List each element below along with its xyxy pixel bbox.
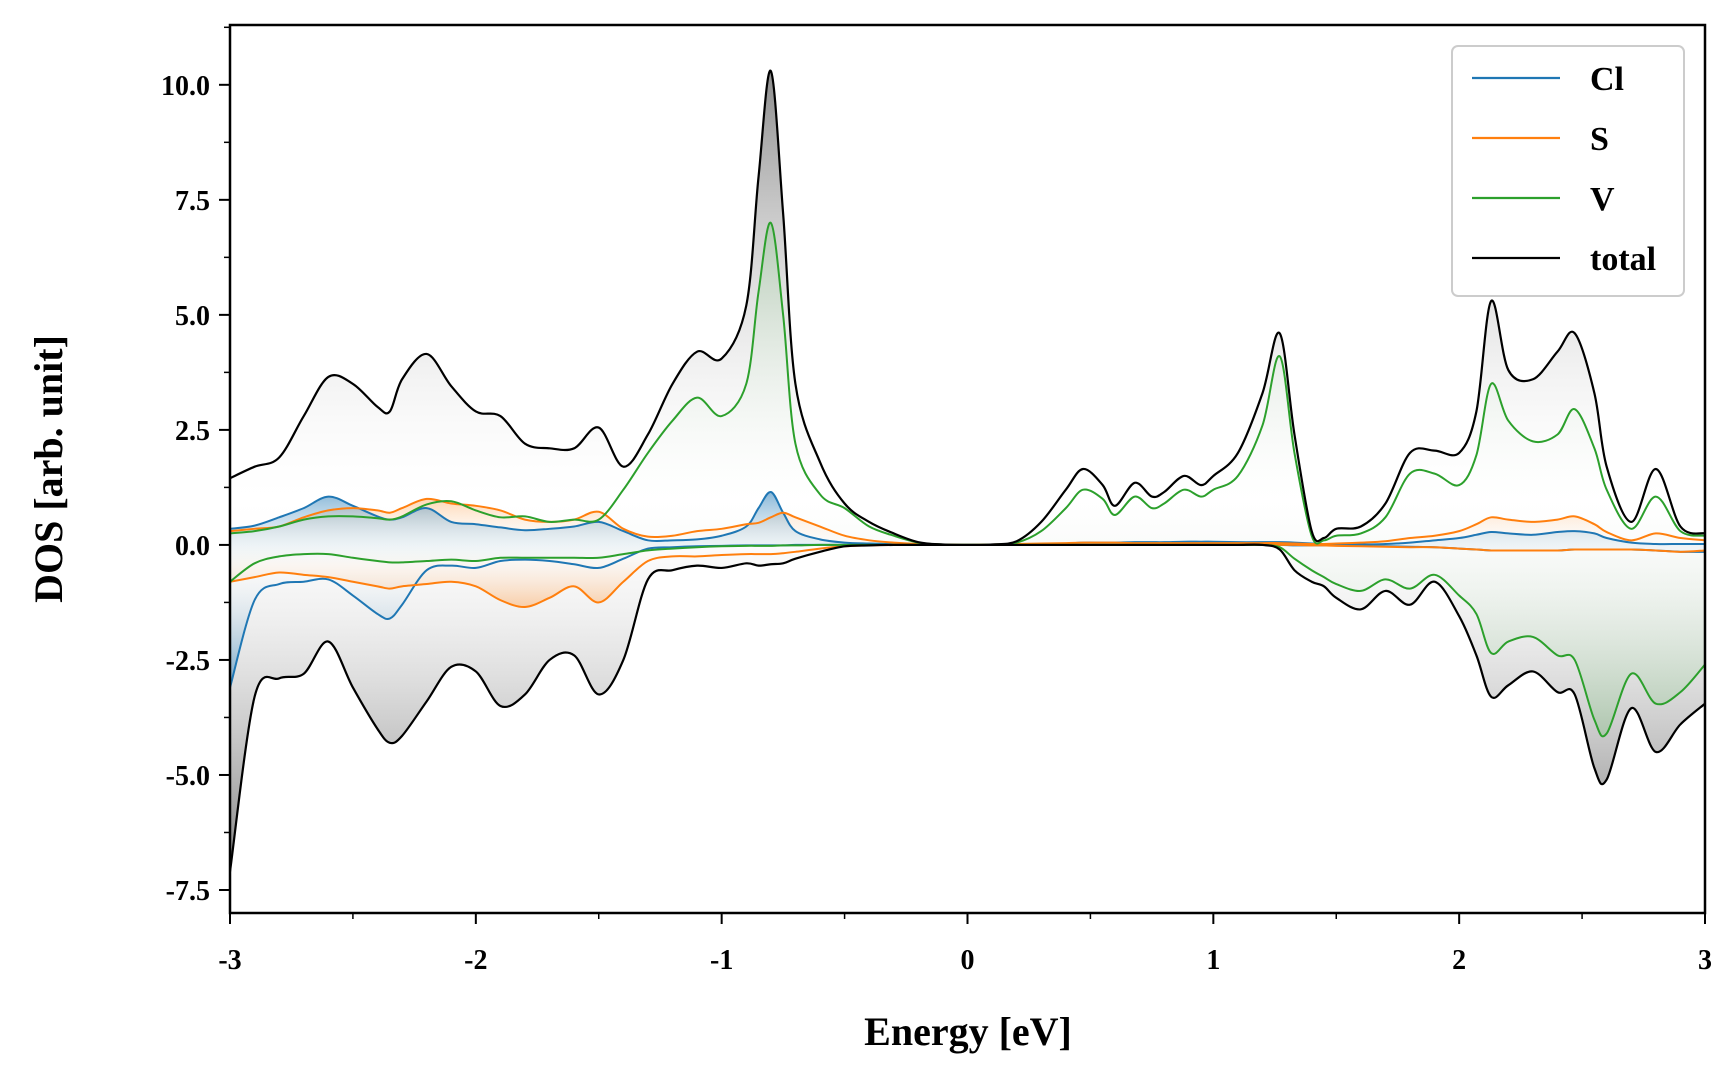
legend-box (1451, 45, 1685, 297)
series-lines (230, 69, 1705, 872)
y-axis: -7.5 -5.0 -2.5 0.0 2.5 5.0 7.5 10.0 (161, 26, 230, 907)
area-cl-down (230, 544, 1705, 688)
legend-label-total: total (1590, 241, 1656, 278)
y-tick-label: 10.0 (161, 71, 210, 102)
y-tick-label: 5.0 (175, 301, 210, 332)
y-tick-label: -5.0 (166, 761, 210, 792)
area-total-down (230, 544, 1705, 872)
x-axis: -3 -2 -1 0 1 2 3 (218, 913, 1712, 976)
y-tick-label: -7.5 (166, 876, 210, 907)
x-tick-label: 3 (1698, 945, 1712, 976)
y-axis-title: DOS [arb. unit] (26, 335, 71, 603)
x-tick-label: -1 (710, 945, 733, 976)
legend-label-v: V (1590, 181, 1615, 218)
area-v-down (230, 544, 1705, 737)
line-total-up (230, 69, 1705, 547)
x-axis-title: Energy [eV] (864, 1009, 1072, 1054)
x-tick-label: 0 (961, 945, 975, 976)
y-tick-label: 7.5 (175, 186, 210, 217)
legend-label-cl: Cl (1590, 61, 1624, 98)
area-v-up (230, 222, 1705, 545)
line-v-up (230, 221, 1705, 546)
y-tick-label: 2.5 (175, 416, 210, 447)
x-tick-label: -2 (464, 945, 487, 976)
x-tick-label: 1 (1206, 945, 1220, 976)
x-tick-label: -3 (218, 945, 241, 976)
area-fills (230, 70, 1705, 872)
y-tick-label: 0.0 (175, 531, 210, 562)
area-cl-up (230, 491, 1705, 545)
y-tick-label: -2.5 (166, 646, 210, 677)
line-total-down (230, 543, 1705, 872)
x-tick-label: 2 (1452, 945, 1466, 976)
legend-label-s: S (1590, 121, 1609, 158)
